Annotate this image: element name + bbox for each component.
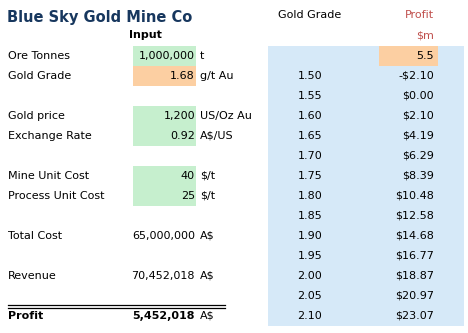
Text: $14.68: $14.68 [395,231,434,241]
Text: A$/US: A$/US [200,131,234,141]
Bar [133,126,196,146]
Text: -$2.10: -$2.10 [398,71,434,81]
Text: 40: 40 [181,171,195,181]
Text: 1.90: 1.90 [298,231,322,241]
Text: 1.68: 1.68 [170,71,195,81]
Text: $4.19: $4.19 [402,131,434,141]
Text: $2.10: $2.10 [402,111,434,121]
Text: A$: A$ [200,231,215,241]
Text: Revenue: Revenue [8,271,57,281]
Bar [133,66,196,86]
Text: 1.50: 1.50 [298,71,322,81]
Text: 1.75: 1.75 [298,171,322,181]
Text: $6.29: $6.29 [402,151,434,161]
Bar [133,166,196,186]
Text: Mine Unit Cost: Mine Unit Cost [8,171,89,181]
Text: $18.87: $18.87 [395,271,434,281]
Text: Gold Grade: Gold Grade [278,10,342,20]
Bar [133,186,196,206]
Text: 5,452,018: 5,452,018 [132,311,195,321]
Text: 1,000,000: 1,000,000 [139,51,195,61]
Text: 0.92: 0.92 [170,131,195,141]
Text: $/t: $/t [200,191,215,201]
Text: 1,200: 1,200 [163,111,195,121]
Text: 2.05: 2.05 [298,291,322,301]
Text: $16.77: $16.77 [395,251,434,261]
Text: $10.48: $10.48 [395,191,434,201]
Text: $12.58: $12.58 [395,211,434,221]
Text: Ore Tonnes: Ore Tonnes [8,51,70,61]
Text: Gold price: Gold price [8,111,65,121]
Bar [133,106,196,126]
Text: 1.80: 1.80 [298,191,322,201]
Text: t: t [200,51,205,61]
Text: A$: A$ [200,271,215,281]
Bar [268,46,464,326]
Text: g/t Au: g/t Au [200,71,234,81]
Text: Process Unit Cost: Process Unit Cost [8,191,104,201]
Text: Profit: Profit [8,311,43,321]
Text: Total Cost: Total Cost [8,231,62,241]
Text: 2.10: 2.10 [298,311,322,321]
Text: A$: A$ [200,311,215,321]
Text: 70,452,018: 70,452,018 [132,271,195,281]
Text: Input: Input [129,30,161,40]
Text: Profit: Profit [405,10,434,20]
Bar [379,46,438,66]
Text: $8.39: $8.39 [402,171,434,181]
Text: 1.60: 1.60 [298,111,322,121]
Text: US/Oz Au: US/Oz Au [200,111,252,121]
Text: 65,000,000: 65,000,000 [132,231,195,241]
Text: $/t: $/t [200,171,215,181]
Text: 25: 25 [181,191,195,201]
Text: Blue Sky Gold Mine Co: Blue Sky Gold Mine Co [7,10,192,25]
Text: 1.95: 1.95 [298,251,322,261]
Text: $20.97: $20.97 [395,291,434,301]
Text: 2.00: 2.00 [298,271,322,281]
Text: 1.65: 1.65 [298,131,322,141]
Text: $23.07: $23.07 [395,311,434,321]
Text: $0.00: $0.00 [402,91,434,101]
Text: 1.55: 1.55 [298,91,322,101]
Text: 1.85: 1.85 [298,211,322,221]
Text: $m: $m [416,30,434,40]
Text: Gold Grade: Gold Grade [8,71,71,81]
Text: Exchange Rate: Exchange Rate [8,131,92,141]
Bar [133,46,196,66]
Text: 5.5: 5.5 [417,51,434,61]
Text: 1.70: 1.70 [298,151,322,161]
